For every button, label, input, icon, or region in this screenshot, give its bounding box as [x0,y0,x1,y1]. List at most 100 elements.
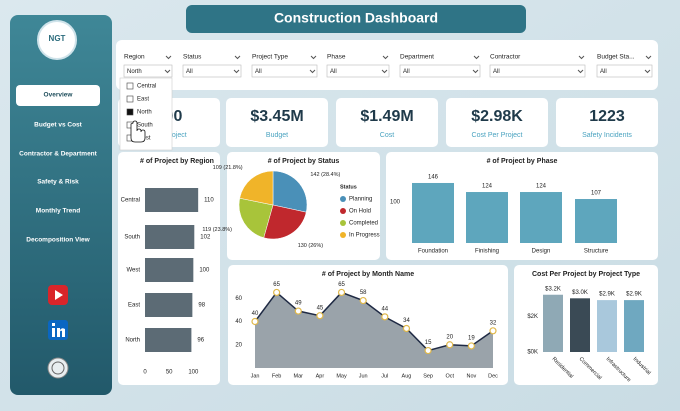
data-label: 44 [381,306,388,312]
nav-item[interactable]: Contractor & Department [19,151,97,158]
dropdown-option[interactable]: East [137,97,149,103]
checkbox[interactable] [126,95,134,103]
filter-chevron[interactable] [234,55,241,60]
nav-active[interactable] [16,85,100,106]
chart-title: # of Project by Region [140,158,214,165]
filter-chevron[interactable] [310,55,317,60]
checkbox[interactable] [126,82,134,90]
nav-item[interactable]: Overview [44,92,74,99]
web-icon[interactable] [47,357,69,379]
nav-item[interactable]: Monthly Trend [36,208,80,215]
pie-slice [263,204,307,240]
line [254,291,494,352]
filter-box[interactable] [182,64,242,78]
dropdown-option[interactable]: South [137,123,153,129]
web-ring[interactable] [51,361,65,375]
filter-box[interactable] [251,64,318,78]
linkedin-dot[interactable] [52,323,55,326]
data-label-part: 109 (21.8%) [213,165,243,171]
filter-box[interactable] [596,64,653,78]
filter-chevron[interactable] [165,55,172,60]
data-label: 107 [591,191,602,197]
kpi-label: Safety Incidents [582,132,632,139]
filter-label[interactable]: Region [124,54,145,61]
x-tick-label: Finishing [475,249,499,255]
filter-chevron[interactable] [309,69,316,74]
linkedin-n[interactable] [57,328,65,337]
marker [316,312,324,320]
x-tick-label: Feb [272,373,281,379]
kpi-card [336,98,438,147]
y-tick-label: $0K [527,350,538,356]
checkbox[interactable] [126,108,134,116]
dropdown-option[interactable]: North [137,110,152,116]
data-label: 109 (21.8%) [213,165,243,171]
filter-chevron[interactable] [644,69,651,74]
bar [145,328,192,352]
filter-value[interactable]: All [330,69,337,75]
x-tick-label: May [336,373,347,379]
filter-chevron[interactable] [578,55,585,60]
x-tick-label: Aug [402,373,412,379]
data-label: 15 [425,340,432,346]
filter-chevron[interactable] [382,55,389,60]
nav-item[interactable]: Budget vs Cost [34,122,83,129]
bar [145,293,193,317]
kpi-label: Cost [380,132,394,139]
filter-chevron[interactable] [233,69,240,74]
marker [294,307,302,315]
kpi-card [226,98,328,147]
filter-chevron[interactable] [645,55,652,60]
x-tick-label: Design [532,249,551,255]
nav-item[interactable]: Decomposition View [26,237,90,244]
filter-value[interactable]: All [255,69,262,75]
filter-chevron[interactable] [164,69,171,74]
filter-label[interactable]: Department [400,54,434,61]
filter-value[interactable]: North [127,69,142,75]
dropdown-option[interactable]: Central [137,84,156,90]
web-circle[interactable] [47,357,69,379]
data-label: 110 [204,198,214,204]
filter-chevron[interactable] [381,69,388,74]
filter-value[interactable]: All [403,69,410,75]
filter-chevron[interactable] [472,69,479,74]
data-label: 58 [360,290,367,296]
marker [446,341,454,349]
filter-label[interactable]: Budget Sta... [597,54,635,61]
data-label: 45 [317,305,324,311]
youtube-play[interactable] [55,290,63,300]
marker [337,288,346,297]
youtube-icon[interactable] [48,285,68,305]
kpi-value: $2.98K [471,108,523,125]
bar [145,258,194,282]
chart-title: # of Project by Month Name [322,271,414,278]
linkedin-icon[interactable] [48,320,68,340]
legend-label: Completed [349,221,378,227]
filter-label[interactable]: Status [183,54,202,61]
filter-value[interactable]: All [600,69,607,75]
filter-chevron[interactable] [473,55,480,60]
filter-box[interactable] [489,64,586,78]
linkedin-i[interactable] [52,328,55,337]
filter-box[interactable] [399,64,481,78]
filter-box[interactable] [123,64,173,78]
data-label: 49 [295,301,302,307]
y-tick-label: West [126,268,140,274]
filter-label[interactable]: Phase [327,54,346,61]
marker [402,324,411,333]
data-label: 20 [446,334,453,340]
filter-label[interactable]: Project Type [252,54,288,61]
pie-slice [238,197,274,239]
filter-value[interactable]: All [493,69,500,75]
y-tick-label: 20 [235,342,242,348]
filter-label[interactable]: Contractor [490,54,521,61]
data-label: 124 [482,184,493,190]
filter-box[interactable] [326,64,390,78]
data-label: 130 (26%) [298,244,324,250]
cursor [130,120,146,143]
data-label-part: 119 (23.8%) [202,227,232,233]
marker [424,346,432,355]
filter-value[interactable]: All [186,69,193,75]
filter-chevron[interactable] [577,69,584,74]
nav-item[interactable]: Safety & Risk [37,179,79,186]
